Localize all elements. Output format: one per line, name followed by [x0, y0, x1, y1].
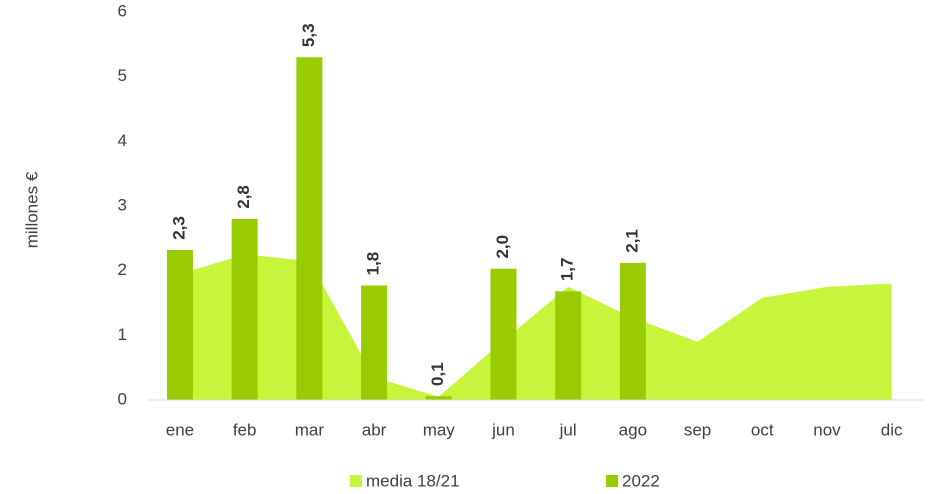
legend-swatch	[606, 475, 618, 487]
y-tick-label: 1	[118, 325, 127, 344]
legend-label: 2022	[622, 471, 660, 490]
bar	[231, 218, 258, 400]
legend-label: media 18/21	[366, 471, 460, 490]
bar	[361, 285, 388, 400]
x-tick-label: jul	[559, 420, 577, 439]
y-tick-label: 3	[118, 195, 127, 214]
value-label: 1,7	[558, 258, 577, 282]
x-tick-label: abr	[362, 420, 387, 439]
bar	[490, 268, 517, 400]
y-tick-label: 6	[118, 1, 127, 20]
y-tick-label: 2	[118, 260, 127, 279]
x-tick-label: ene	[166, 420, 194, 439]
x-tick-label: may	[423, 420, 456, 439]
x-tick-label: oct	[751, 420, 774, 439]
x-tick-label: jun	[491, 420, 515, 439]
value-label: 1,8	[364, 252, 383, 276]
x-tick-label: dic	[881, 420, 903, 439]
x-tick-label: feb	[233, 420, 257, 439]
y-tick-label: 4	[118, 131, 127, 150]
x-tick-label: ago	[619, 420, 647, 439]
value-label: 0,1	[428, 362, 447, 386]
bar	[425, 396, 452, 400]
y-tick-label: 0	[118, 389, 127, 408]
bar	[166, 249, 193, 400]
bar	[555, 291, 582, 400]
x-tick-label: sep	[684, 420, 711, 439]
bar	[296, 57, 323, 401]
legend-swatch	[350, 475, 362, 487]
value-label: 5,3	[299, 23, 318, 47]
bar	[619, 262, 646, 400]
y-tick-label: 5	[118, 66, 127, 85]
area	[179, 254, 892, 400]
value-label: 2,0	[493, 235, 512, 259]
value-label: 2,8	[234, 185, 253, 209]
value-label: 2,3	[169, 216, 188, 240]
x-tick-label: mar	[295, 420, 325, 439]
value-label: 2,1	[622, 229, 641, 253]
x-tick-label: nov	[813, 420, 841, 439]
y-axis-label: millones €	[22, 171, 41, 248]
